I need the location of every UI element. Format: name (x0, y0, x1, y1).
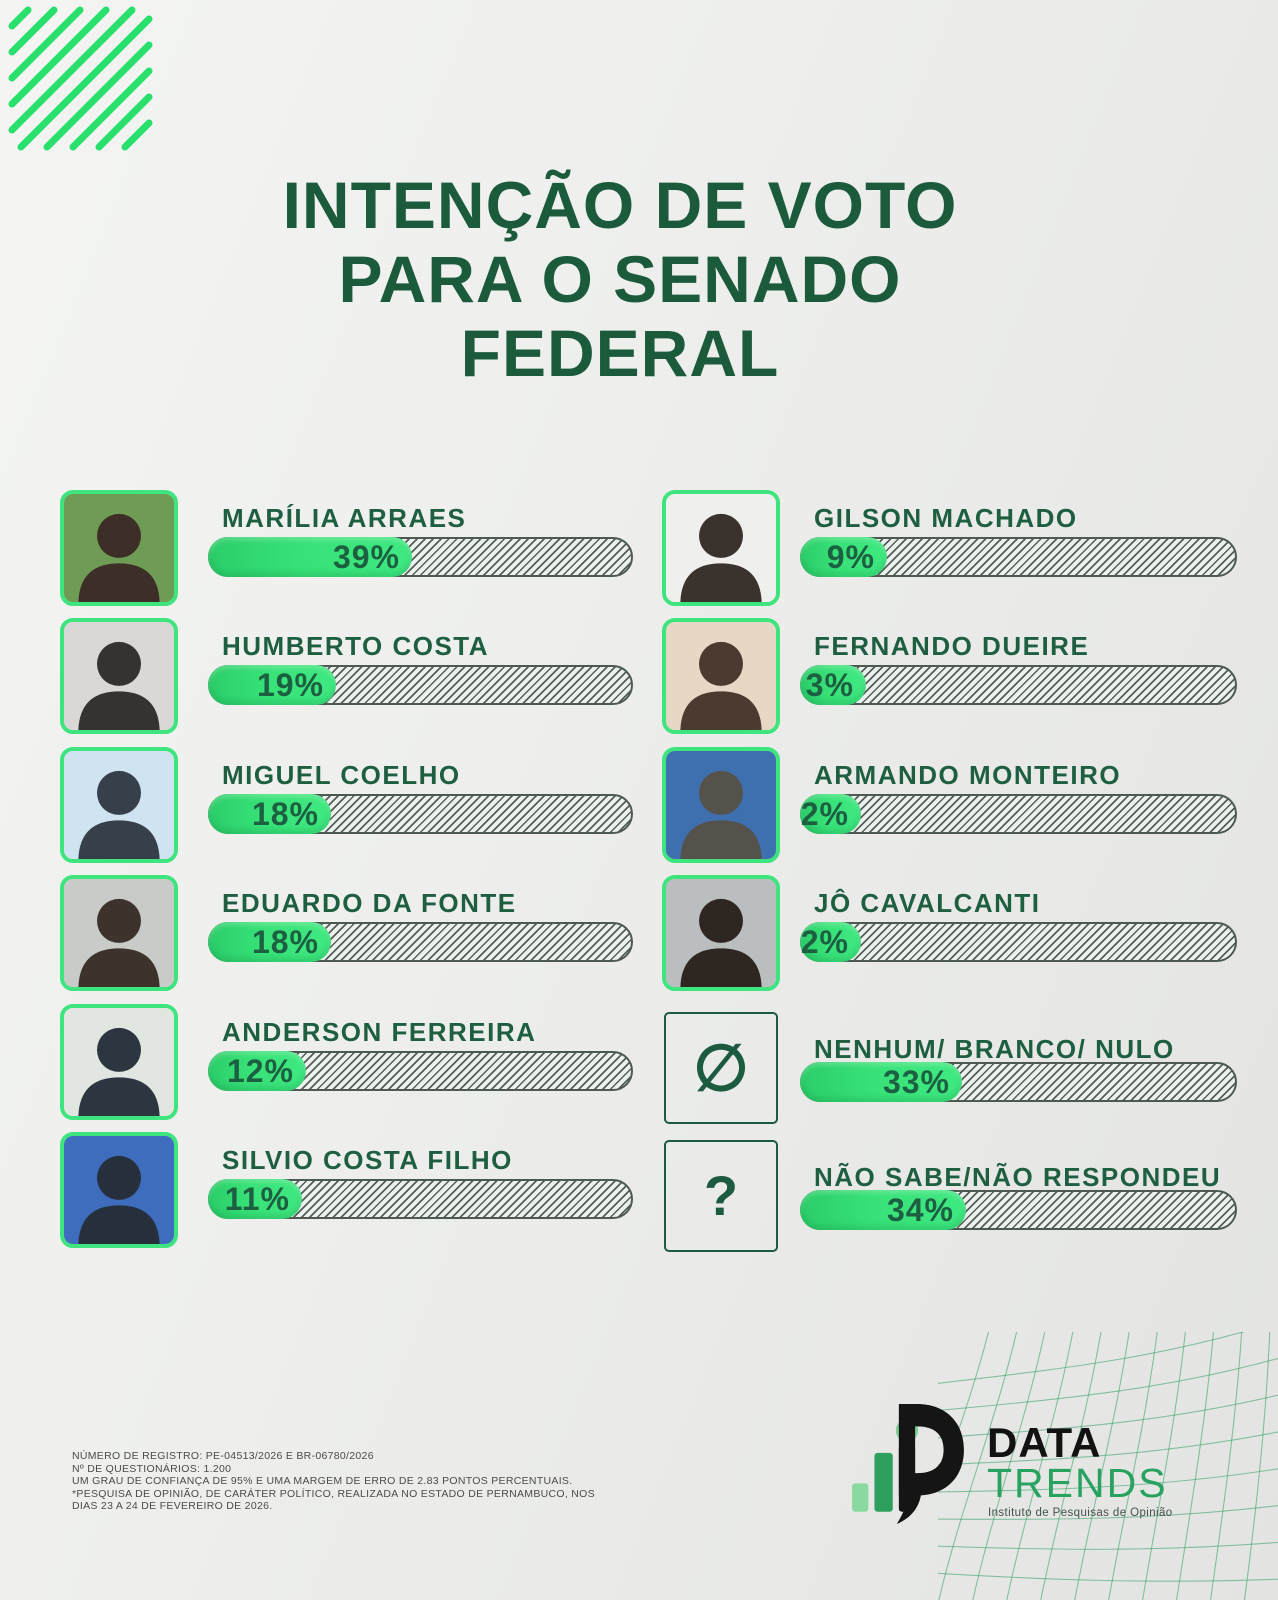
result-bar-fill: 12% (208, 1051, 306, 1091)
result-bar-track: 18% (208, 922, 633, 962)
candidate-name: SILVIO COSTA FILHO (222, 1145, 513, 1175)
person-avatar (64, 1136, 174, 1244)
page-title-line-1: INTENÇÃO DE VOTO (282, 168, 958, 242)
result-bar-fill: 2% (800, 794, 861, 834)
result-bar-track: 18% (208, 794, 633, 834)
candidate-photo (662, 875, 780, 991)
person-avatar (64, 879, 174, 987)
candidate-name: EDUARDO DA FONTE (222, 888, 517, 918)
result-bar-track: 2% (800, 922, 1237, 962)
candidate-photo (662, 490, 780, 606)
result-bar-fill: 9% (800, 537, 887, 577)
footnote-line: UM GRAU DE CONFIANÇA DE 95% E UMA MARGEM… (72, 1475, 573, 1487)
candidate-name: GILSON MACHADO (814, 503, 1078, 533)
person-avatar (64, 751, 174, 859)
candidate-name: NENHUM/ BRANCO/ NULO (814, 1034, 1175, 1064)
page-title: INTENÇÃO DE VOTO PARA O SENADO FEDERAL (0, 168, 1240, 390)
person-avatar (64, 494, 174, 602)
option-icon-box: ? (664, 1140, 778, 1252)
result-bar-fill: 3% (800, 665, 866, 705)
candidate-name: JÔ CAVALCANTI (814, 888, 1041, 918)
option-icon-box: ∅ (664, 1012, 778, 1124)
result-bar-fill: 33% (800, 1062, 962, 1102)
result-percentage: 2% (800, 795, 849, 832)
result-bar-track: 3% (800, 665, 1237, 705)
result-bar-fill: 2% (800, 922, 861, 962)
result-bar-track: 39% (208, 537, 633, 577)
candidate-name: MIGUEL COELHO (222, 760, 461, 790)
logo-subtitle: Instituto de Pesquisas de Opinião (988, 1507, 1173, 1519)
result-bar-fill: 34% (800, 1190, 966, 1230)
result-percentage: 39% (332, 538, 400, 575)
result-bar-fill: 18% (208, 794, 331, 834)
candidate-name: FERNANDO DUEIRE (814, 631, 1090, 661)
option-icon: ? (703, 1164, 739, 1227)
candidate-name: MARÍLIA ARRAES (222, 503, 467, 533)
result-percentage: 19% (256, 666, 324, 703)
result-percentage: 34% (886, 1191, 954, 1228)
datatrends-logo-icon (852, 1404, 964, 1524)
result-bar-track: 34% (800, 1190, 1237, 1230)
page-title-line-2: PARA O SENADO (338, 242, 902, 316)
logo-wordmark-trends: TRENDS (987, 1460, 1168, 1506)
person-avatar (666, 879, 776, 987)
person-avatar (666, 751, 776, 859)
candidate-name: ANDERSON FERREIRA (222, 1017, 537, 1047)
candidate-photo (662, 618, 780, 734)
result-bar-track: 19% (208, 665, 633, 705)
result-percentage: 2% (800, 923, 849, 960)
candidate-photo (60, 1004, 178, 1120)
methodology-footnote: NÚMERO DE REGISTRO: PE-04513/2026 E BR-0… (72, 1450, 712, 1513)
result-bar-track: 33% (800, 1062, 1237, 1102)
candidate-photo (60, 747, 178, 863)
candidate-photo (60, 1132, 178, 1248)
person-avatar (64, 1008, 174, 1116)
footnote-line: DIAS 23 A 24 DE FEVEREIRO DE 2026. (72, 1500, 273, 1512)
result-percentage: 18% (251, 795, 319, 832)
footnote-line: NÚMERO DE REGISTRO: PE-04513/2026 E BR-0… (72, 1450, 374, 1462)
result-bar-track: 2% (800, 794, 1237, 834)
result-bar-fill: 11% (208, 1179, 302, 1219)
candidate-photo (60, 490, 178, 606)
result-bar-track: 11% (208, 1179, 633, 1219)
result-bar-track: 12% (208, 1051, 633, 1091)
result-bar-fill: 19% (208, 665, 336, 705)
option-icon: ∅ (693, 1032, 749, 1104)
result-percentage: 3% (805, 666, 854, 703)
footnote-line: Nº DE QUESTIONÁRIOS: 1.200 (72, 1462, 232, 1475)
result-percentage: 18% (251, 923, 319, 960)
candidate-photo (60, 875, 178, 991)
candidate-name: HUMBERTO COSTA (222, 631, 490, 661)
result-bar-fill: 39% (208, 537, 412, 577)
result-percentage: 11% (224, 1180, 290, 1217)
person-avatar (64, 622, 174, 730)
result-bar-track: 9% (800, 537, 1237, 577)
logo-wordmark-data: DATA (987, 1419, 1102, 1466)
corner-stripes-decoration (8, 6, 153, 151)
footnote-line: *PESQUISA DE OPINIÃO, DE CARÁTER POLÍTIC… (72, 1487, 595, 1500)
result-percentage: 12% (226, 1052, 294, 1089)
candidate-photo (60, 618, 178, 734)
result-percentage: 9% (826, 538, 875, 575)
candidate-name: NÃO SABE/NÃO RESPONDEU (814, 1162, 1222, 1192)
candidate-name: ARMANDO MONTEIRO (814, 760, 1122, 790)
person-avatar (666, 494, 776, 602)
candidate-photo (662, 747, 780, 863)
person-avatar (666, 622, 776, 730)
page-title-line-3: FEDERAL (460, 316, 780, 390)
result-percentage: 33% (882, 1063, 950, 1100)
result-bar-fill: 18% (208, 922, 331, 962)
